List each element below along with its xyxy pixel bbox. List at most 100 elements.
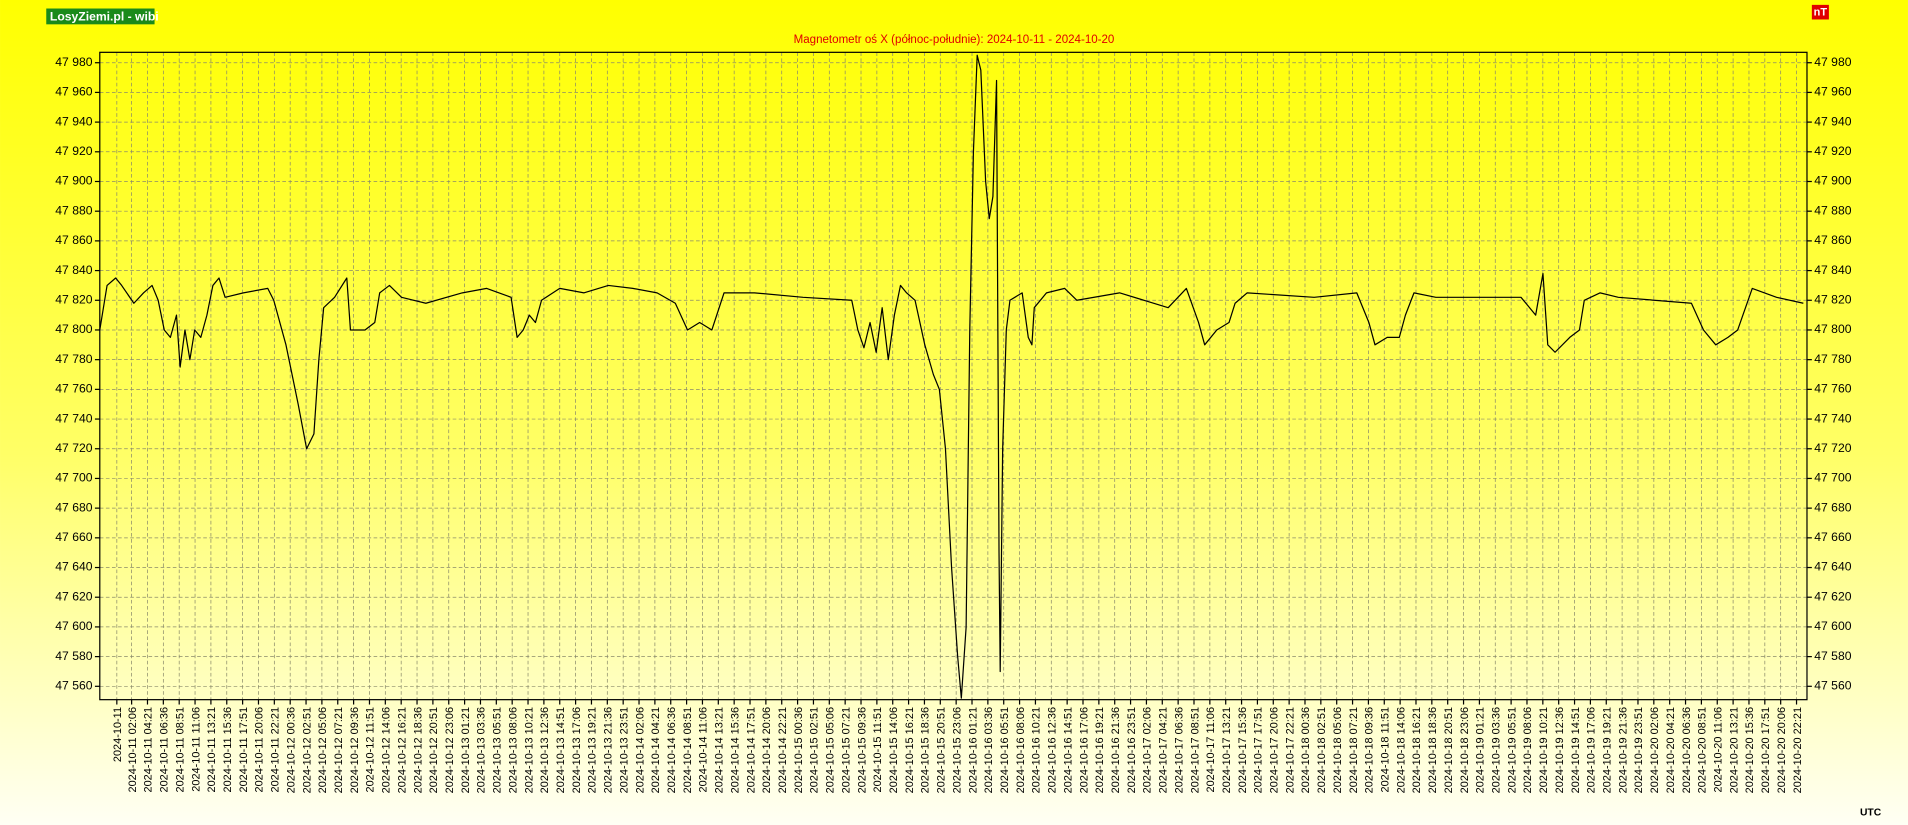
y2-tick-label: 47 920: [1814, 144, 1851, 158]
x-tick-label: 2024-10-15 16:21: [904, 707, 916, 793]
x-tick-label: 2024-10-12 11:51: [365, 707, 377, 793]
x-tick-label: 2024-10-12 14:06: [381, 707, 393, 793]
x-tick-label: 2024-10-11 15:36: [222, 707, 234, 793]
y-tick-label: 47 580: [55, 649, 92, 663]
x-tick-label: 2024-10-16 17:06: [1078, 707, 1090, 793]
y-tick-label: 47 960: [55, 85, 92, 99]
x-tick-label: 2024-10-19 03:36: [1491, 707, 1503, 793]
x-tick-label: 2024-10-16 21:36: [1110, 707, 1122, 793]
x-tick-label: 2024-10-14 08:51: [682, 707, 694, 793]
x-tick-label: 2024-10-13 05:51: [492, 707, 504, 793]
x-tick-label: 2024-10-11 02:06: [127, 707, 139, 793]
y2-tick-label: 47 960: [1814, 85, 1851, 99]
x-tick-label: 2024-10-11 04:21: [143, 707, 155, 793]
x-tick-label: 2024-10-19 21:36: [1617, 707, 1629, 793]
x-tick-label: 2024-10-11 13:21: [206, 707, 218, 793]
x-tick-label: 2024-10-18 20:51: [1443, 707, 1455, 793]
x-tick-label: 2024-10-12 16:21: [396, 707, 408, 793]
x-tick-label: 2024-10-18 14:06: [1395, 707, 1407, 793]
x-tick-label: 2024-10-11 20:06: [254, 707, 266, 793]
x-tick-label: 2024-10-17 06:36: [1173, 707, 1185, 793]
x-tick-label: 2024-10-20 04:21: [1665, 707, 1677, 793]
y2-tick-label: 47 780: [1814, 352, 1851, 366]
x-tick-label: 2024-10-16 12:36: [1047, 707, 1059, 793]
y2-tick-label: 47 860: [1814, 233, 1851, 247]
y-tick-label: 47 660: [55, 530, 92, 544]
x-tick-label: 2024-10-20 22:21: [1792, 707, 1804, 793]
x-tick-label: 2024-10-16 03:36: [983, 707, 995, 793]
y-tick-label: 47 680: [55, 500, 92, 514]
x-tick-label: 2024-10-15 14:06: [888, 707, 900, 793]
grid: [99, 52, 1807, 700]
x-tick-label: 2024-10-16 08:06: [1015, 707, 1027, 793]
x-tick-label: 2024-10-14 02:06: [634, 707, 646, 793]
x-tick-label: 2024-10-17 13:21: [1221, 707, 1233, 793]
x-tick-label: 2024-10-14 13:21: [714, 707, 726, 793]
y-tick-label: 47 860: [55, 233, 92, 247]
x-tick-label: 2024-10-20 20:06: [1776, 707, 1788, 793]
x-tick-label: 2024-10-15 23:06: [951, 707, 963, 793]
y2-tick-label: 47 820: [1814, 292, 1851, 306]
y2-tick-label: 47 940: [1814, 114, 1851, 128]
x-tick-label: 2024-10-18 16:21: [1411, 707, 1423, 793]
x-tick-label: 2024-10-14 06:36: [666, 707, 678, 793]
x-tick-label: 2024-10-18 23:06: [1459, 707, 1471, 793]
y2-tick-label: 47 700: [1814, 471, 1851, 485]
x-tick-label: 2024-10-13 14:51: [555, 707, 567, 793]
x-tick-label: 2024-10-14 17:51: [745, 707, 757, 793]
x-tick-label: 2024-10-20 13:21: [1728, 707, 1740, 793]
x-tick-label: 2024-10-11 06:36: [159, 707, 171, 793]
x-tick-label: 2024-10-17 15:36: [1237, 707, 1249, 793]
x-tick-label: 2024-10-13 21:36: [603, 707, 615, 793]
x-tick-label: 2024-10-14 15:36: [729, 707, 741, 793]
x-tick-label: 2024-10-17 20:06: [1269, 707, 1281, 793]
x-tick-label: 2024-10-15 20:51: [936, 707, 948, 793]
y-tick-label: 47 820: [55, 292, 92, 306]
x-tick-label: 2024-10-17 17:51: [1253, 707, 1265, 793]
x-tick-label: 2024-10-20 08:51: [1697, 707, 1709, 793]
y-tick-label: 47 640: [55, 560, 92, 574]
y2-tick-label: 47 580: [1814, 649, 1851, 663]
chart-title: Magnetometr oś X (północ-południe): 2024…: [794, 34, 1115, 46]
brand-box: [46, 8, 155, 25]
y2-tick-label: 47 600: [1814, 619, 1851, 633]
y2-tick-label: 47 640: [1814, 560, 1851, 574]
y2-tick-label: 47 900: [1814, 174, 1851, 188]
x-tick-label: 2024-10-19 14:51: [1570, 707, 1582, 793]
y-tick-label: 47 700: [55, 471, 92, 485]
y-tick-label: 47 600: [55, 619, 92, 633]
x-tick-label: 2024-10-18 00:36: [1300, 707, 1312, 793]
x-tick-label: 2024-10-17 08:51: [1189, 707, 1201, 793]
y-tick-label: 47 840: [55, 263, 92, 277]
x-tick-label: 2024-10-14 04:21: [650, 707, 662, 793]
x-tick-label: 2024-10-13 23:51: [618, 707, 630, 793]
x-tick-label: 2024-10-20 15:36: [1744, 707, 1756, 793]
x-tick-label: 2024-10-16 14:51: [1062, 707, 1074, 793]
x-tick-label: 2024-10-19 12:36: [1554, 707, 1566, 793]
y2-tick-label: 47 660: [1814, 530, 1851, 544]
x-tick-label: 2024-10-17 11:06: [1205, 707, 1217, 793]
y-tick-label: 47 780: [55, 352, 92, 366]
x-tick-label: 2024-10-18 09:36: [1364, 707, 1376, 793]
y-tick-label: 47 920: [55, 144, 92, 158]
x-tick-label: 2024-10-19 05:51: [1506, 707, 1518, 793]
x-tick-label: 2024-10-11 17:51: [238, 707, 250, 793]
x-tick-label: 2024-10-14 20:06: [761, 707, 773, 793]
x-tick-label: 2024-10-16 23:51: [1126, 707, 1138, 793]
x-tick-label: 2024-10-19 10:21: [1538, 707, 1550, 793]
x-tick-label: 2024-10-19 23:51: [1633, 707, 1645, 793]
y2-tick-label: 47 880: [1814, 203, 1851, 217]
x-tick-label: 2024-10-12 23:06: [444, 707, 456, 793]
x-tick-label: 2024-10-18 07:21: [1348, 707, 1360, 793]
x-tick-label: 2024-10-18 11:51: [1380, 707, 1392, 793]
brand: LosyZiemi.pl - wibi: [50, 9, 159, 23]
x-tick-label: 2024-10-15 11:51: [872, 707, 884, 793]
y2-tick-label: 47 800: [1814, 322, 1851, 336]
x-tick-label: 2024-10-19 17:06: [1586, 707, 1598, 793]
x-tick-label: 2024-10-13 08:06: [507, 707, 519, 793]
x-tick-label: 2024-10-15 09:36: [856, 707, 868, 793]
y-tick-label: 47 800: [55, 322, 92, 336]
